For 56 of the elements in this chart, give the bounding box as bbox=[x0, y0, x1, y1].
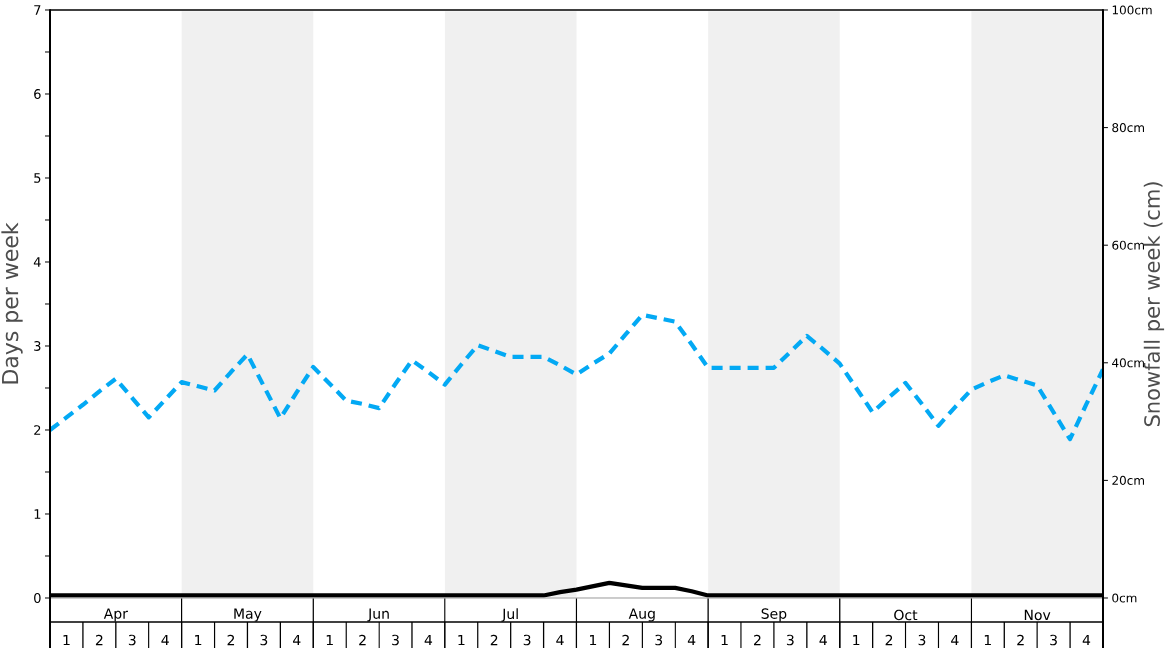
x-tick-label: Apr bbox=[103, 608, 128, 622]
x-tick-label: 2 bbox=[490, 634, 498, 646]
x-tick-label: 4 bbox=[424, 634, 433, 646]
x-tick-label: Aug bbox=[628, 608, 655, 622]
y2-tick-label: 0cm bbox=[1112, 593, 1137, 603]
x-tick-label: 2 bbox=[1017, 634, 1024, 646]
y-tick-label: 3 bbox=[34, 341, 41, 351]
x-tick-label: 4 bbox=[293, 634, 301, 646]
x-tick-label: 1 bbox=[195, 634, 202, 646]
y-tick-label: 1 bbox=[34, 509, 41, 519]
x-tick-label: Jul bbox=[501, 608, 518, 622]
x-tick-label: 3 bbox=[523, 634, 531, 646]
x-tick-label: 2 bbox=[95, 634, 103, 646]
x-tick-label: 3 bbox=[655, 634, 663, 646]
x-tick-label: 1 bbox=[326, 634, 333, 646]
x-tick-label: 4 bbox=[819, 634, 827, 646]
x-tick-label: 1 bbox=[63, 634, 70, 646]
x-tick-label: 4 bbox=[951, 634, 959, 646]
x-tick-label: 1 bbox=[458, 634, 465, 646]
x-tick-label: 2 bbox=[227, 634, 235, 646]
x-tick-label: Nov bbox=[1024, 609, 1051, 621]
x-tick-label: 2 bbox=[359, 634, 366, 646]
x-tick-label: 3 bbox=[786, 634, 794, 646]
y2-axis-title: Snowfall per week (cm) bbox=[1143, 182, 1165, 427]
x-tick-label: 1 bbox=[721, 634, 728, 646]
y-tick-label: 0 bbox=[34, 593, 41, 603]
x-tick-label: 4 bbox=[161, 634, 169, 646]
x-tick-label: 3 bbox=[260, 634, 268, 646]
y2-tick-label: 20cm bbox=[1112, 475, 1144, 485]
x-tick-label: 2 bbox=[622, 634, 629, 646]
x-tick-label: Oct bbox=[894, 609, 918, 621]
y-tick-label: 7 bbox=[34, 5, 41, 15]
y-tick-label: 6 bbox=[34, 89, 41, 99]
x-tick-label: 4 bbox=[687, 634, 696, 646]
x-tick-label: 3 bbox=[1050, 634, 1057, 646]
x-tick-label: 1 bbox=[590, 634, 597, 646]
x-tick-label: 3 bbox=[128, 634, 136, 646]
x-tick-label: 3 bbox=[392, 634, 399, 646]
x-tick-label: Jun bbox=[367, 608, 389, 622]
y-tick-label: 2 bbox=[34, 425, 41, 435]
x-tick-label: Sep bbox=[761, 608, 787, 622]
y2-tick-label: 40cm bbox=[1112, 358, 1144, 368]
x-tick-label: 2 bbox=[754, 634, 761, 646]
x-tick-label: 3 bbox=[918, 634, 926, 646]
y2-tick-label: 100cm bbox=[1112, 5, 1152, 15]
y-tick-label: 5 bbox=[34, 173, 41, 183]
x-tick-label: 4 bbox=[556, 634, 564, 646]
x-tick-label: May bbox=[234, 608, 262, 622]
x-tick-label: 4 bbox=[1082, 634, 1091, 646]
y2-tick-label: 60cm bbox=[1112, 240, 1144, 250]
y-tick-label: 4 bbox=[33, 257, 41, 267]
y-axis-title: Days per week bbox=[1, 222, 23, 384]
y2-tick-label: 80cm bbox=[1112, 123, 1144, 133]
x-tick-label: 1 bbox=[984, 634, 991, 646]
x-tick-label: 1 bbox=[853, 634, 860, 646]
x-tick-label: 2 bbox=[885, 634, 893, 646]
